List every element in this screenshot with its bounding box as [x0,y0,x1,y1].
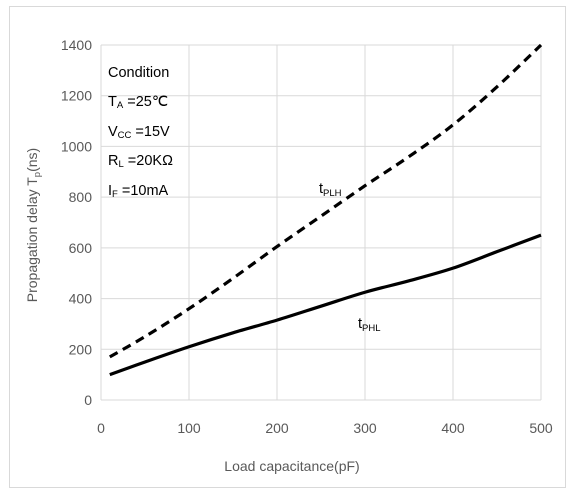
condition-title: Condition [108,65,169,81]
x-tick-label-0: 0 [97,420,105,436]
y-tick-label-1: 200 [69,341,93,357]
y-tick-label-6: 1200 [61,88,92,104]
y-axis-label-sub: p [32,172,43,177]
y-tick-label-3: 600 [69,240,93,256]
y-tick-label-7: 1400 [61,37,92,53]
x-tick-label-5: 500 [529,420,553,436]
series-line-tplh [109,43,543,359]
y-tick-label-0: 0 [84,392,92,408]
condition-annotation: Condition TA =25℃ VCC =15V RL =20KΩ IF =… [108,65,173,200]
series-lines [109,43,543,377]
y-axis-label: Propagation delay Tp(ns) [24,148,43,302]
y-tick-label-4: 800 [69,189,93,205]
y-tick-labels: 0 200 400 600 800 1000 1200 1400 [61,37,92,408]
condition-if: IF =10mA [108,183,169,200]
x-tick-label-4: 400 [441,420,465,436]
series-label-tphl: tPHL [358,316,381,334]
series-line-tphl [109,233,542,377]
y-axis-label-unit: (ns) [24,148,40,172]
condition-rl: RL =20KΩ [108,153,173,170]
grid [100,44,542,401]
chart-frame: 0 100 200 300 400 500 0 200 400 600 800 1000 1200 14… [9,6,566,488]
x-tick-labels: 0 100 200 300 400 500 [97,420,553,436]
series-label-tplh: tPLH [319,181,342,199]
x-tick-label-2: 200 [265,420,289,436]
y-axis-label-main: Propagation delay T [24,177,40,302]
y-tick-label-5: 1000 [61,138,92,154]
condition-vcc: VCC =15V [108,124,170,141]
y-tick-label-2: 400 [69,291,93,307]
propagation-delay-chart: 0 100 200 300 400 500 0 200 400 600 800 1000 1200 14… [24,37,553,474]
x-tick-label-1: 100 [177,420,201,436]
condition-ta: TA =25℃ [108,94,168,111]
x-axis-label: Load capacitance(pF) [224,458,359,474]
x-tick-label-3: 300 [353,420,377,436]
